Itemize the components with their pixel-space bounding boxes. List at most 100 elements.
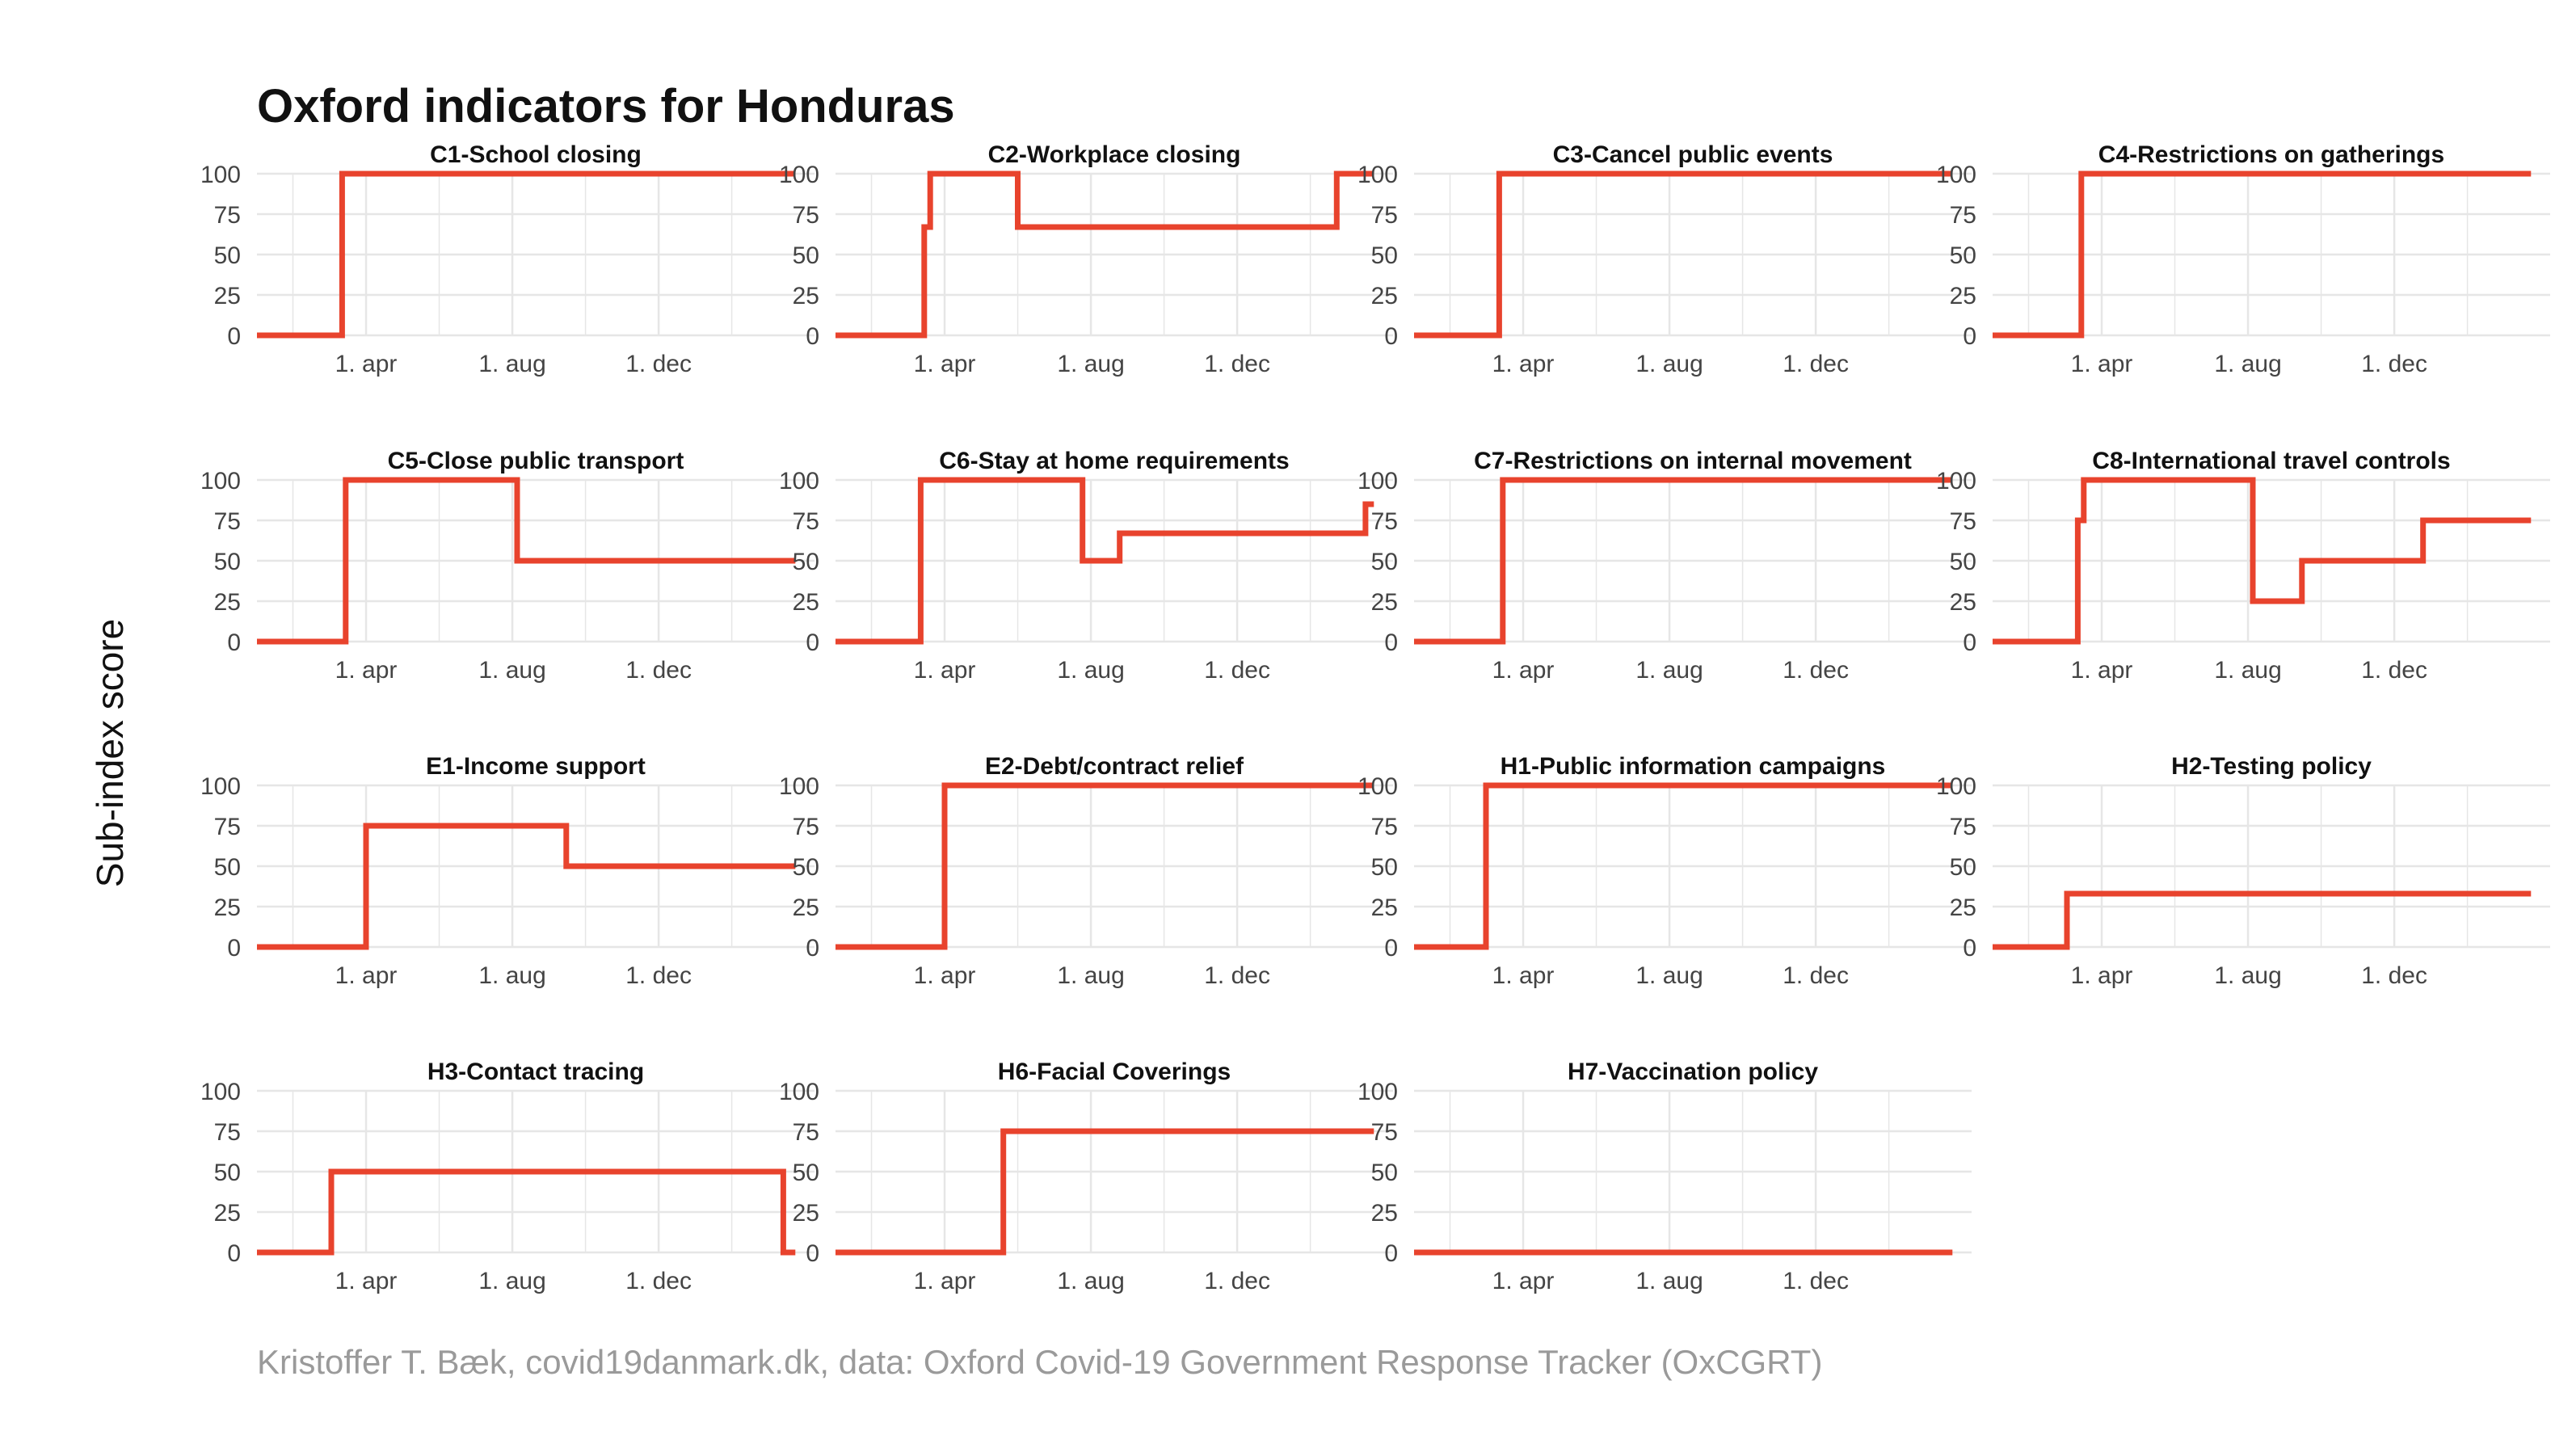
y-tick-label: 100 bbox=[1357, 162, 1398, 188]
series-line bbox=[257, 823, 796, 950]
x-tick-label: 1. aug bbox=[1635, 1268, 1703, 1294]
x-tick-label: 1. aug bbox=[1057, 657, 1124, 684]
x-tick-label: 1. aug bbox=[478, 351, 545, 377]
y-tick-label: 25 bbox=[1371, 894, 1398, 921]
y-tick-label: 75 bbox=[214, 814, 241, 840]
facet-panel: 0 25 50 75 100 1. apr 1. aug 1. dec E2-Debt/cont… bbox=[779, 753, 1393, 989]
facet-title: C7-Restrictions on internal movement bbox=[1474, 448, 1912, 474]
y-tick-label: 0 bbox=[806, 1240, 819, 1267]
y-tick-label: 100 bbox=[779, 773, 819, 800]
x-tick-label: 1. dec bbox=[1204, 657, 1270, 684]
x-tick-label: 1. apr bbox=[1492, 962, 1555, 989]
facet-title: C5-Close public transport bbox=[388, 448, 684, 474]
y-tick-label: 0 bbox=[1384, 629, 1398, 656]
x-tick-label: 1. dec bbox=[625, 657, 692, 684]
x-tick-label: 1. aug bbox=[478, 657, 545, 684]
facet-panel: 0 25 50 75 100 1. apr 1. aug 1. dec H2-Testing p… bbox=[1936, 753, 2550, 989]
y-tick-label: 50 bbox=[1371, 242, 1398, 269]
x-tick-label: 1. dec bbox=[625, 351, 692, 377]
y-tick-label: 50 bbox=[1950, 549, 1976, 575]
y-tick-label: 25 bbox=[1371, 283, 1398, 309]
x-tick-label: 1. apr bbox=[2071, 351, 2133, 377]
series-line bbox=[836, 782, 1374, 950]
facet-panel: 0 25 50 75 100 1. apr 1. aug 1. dec E1-Income su… bbox=[200, 753, 814, 989]
facet-title: H6-Facial Coverings bbox=[998, 1059, 1231, 1085]
facet-title: C1-School closing bbox=[430, 141, 642, 168]
series-line bbox=[1414, 477, 1953, 645]
series-line bbox=[257, 477, 796, 645]
facet-title: H2-Testing policy bbox=[2171, 753, 2372, 780]
y-tick-label: 0 bbox=[227, 323, 241, 350]
x-tick-label: 1. aug bbox=[2214, 657, 2281, 684]
series-line bbox=[1993, 477, 2532, 645]
y-tick-label: 75 bbox=[1371, 814, 1398, 840]
x-tick-label: 1. apr bbox=[2071, 657, 2133, 684]
y-tick-label: 75 bbox=[793, 814, 819, 840]
y-tick-label: 75 bbox=[793, 508, 819, 535]
x-tick-label: 1. dec bbox=[625, 962, 692, 989]
y-tick-label: 75 bbox=[214, 1119, 241, 1146]
series-line bbox=[836, 1128, 1374, 1256]
x-tick-label: 1. aug bbox=[478, 1268, 545, 1294]
x-tick-label: 1. apr bbox=[914, 657, 976, 684]
y-tick-label: 0 bbox=[227, 1240, 241, 1267]
y-tick-label: 25 bbox=[214, 894, 241, 921]
x-tick-label: 1. apr bbox=[1492, 351, 1555, 377]
facet-title: E2-Debt/contract relief bbox=[985, 753, 1244, 780]
facet-panel: 0 25 50 75 100 1. apr 1. aug 1. dec C5-Close pub… bbox=[200, 448, 814, 684]
x-tick-label: 1. aug bbox=[1635, 657, 1703, 684]
y-tick-label: 100 bbox=[200, 468, 241, 495]
x-tick-label: 1. aug bbox=[1057, 351, 1124, 377]
facet-panel: 0 25 50 75 100 1. apr 1. aug 1. dec C3-Cancel pu… bbox=[1357, 141, 1972, 377]
y-tick-label: 25 bbox=[793, 283, 819, 309]
y-tick-label: 50 bbox=[793, 854, 819, 881]
y-tick-label: 75 bbox=[1371, 508, 1398, 535]
series-line bbox=[836, 477, 1374, 645]
facet-title: H7-Vaccination policy bbox=[1568, 1059, 1818, 1085]
series-line bbox=[1414, 782, 1953, 950]
facet-panel: 0 25 50 75 100 1. apr 1. aug 1. dec H3-Contact t… bbox=[200, 1059, 814, 1294]
y-tick-label: 0 bbox=[806, 323, 819, 350]
x-tick-label: 1. aug bbox=[1635, 351, 1703, 377]
y-tick-label: 0 bbox=[1384, 323, 1398, 350]
y-tick-label: 0 bbox=[227, 935, 241, 962]
y-tick-label: 100 bbox=[779, 1079, 819, 1105]
x-tick-label: 1. apr bbox=[2071, 962, 2133, 989]
y-tick-label: 50 bbox=[1371, 854, 1398, 881]
y-tick-label: 0 bbox=[806, 629, 819, 656]
facet-title: C3-Cancel public events bbox=[1553, 141, 1833, 168]
y-tick-label: 50 bbox=[214, 854, 241, 881]
x-tick-label: 1. apr bbox=[335, 1268, 398, 1294]
x-tick-label: 1. aug bbox=[1635, 962, 1703, 989]
y-tick-label: 25 bbox=[1371, 1200, 1398, 1227]
facet-title: C4-Restrictions on gatherings bbox=[2098, 141, 2444, 168]
y-tick-label: 75 bbox=[1371, 1119, 1398, 1146]
y-tick-label: 100 bbox=[1357, 1079, 1398, 1105]
y-tick-label: 50 bbox=[1371, 1160, 1398, 1186]
x-tick-label: 1. aug bbox=[2214, 962, 2281, 989]
x-tick-label: 1. dec bbox=[1204, 351, 1270, 377]
y-tick-label: 25 bbox=[1371, 589, 1398, 616]
facet-panel: 0 25 50 75 100 1. apr 1. aug 1. dec C8-Internati… bbox=[1936, 448, 2550, 684]
y-tick-label: 100 bbox=[1357, 773, 1398, 800]
x-tick-label: 1. aug bbox=[1057, 962, 1124, 989]
y-tick-label: 0 bbox=[806, 935, 819, 962]
facet-title: C8-International travel controls bbox=[2092, 448, 2450, 474]
series-line bbox=[1993, 890, 2532, 950]
x-tick-label: 1. apr bbox=[335, 351, 398, 377]
x-tick-label: 1. dec bbox=[2361, 351, 2427, 377]
y-tick-label: 100 bbox=[200, 773, 241, 800]
y-tick-label: 25 bbox=[214, 283, 241, 309]
y-tick-label: 100 bbox=[200, 162, 241, 188]
x-tick-label: 1. apr bbox=[1492, 657, 1555, 684]
y-tick-label: 100 bbox=[779, 162, 819, 188]
y-tick-label: 75 bbox=[793, 202, 819, 229]
y-tick-label: 100 bbox=[200, 1079, 241, 1105]
facet-title: H3-Contact tracing bbox=[427, 1059, 644, 1085]
y-tick-label: 0 bbox=[1384, 935, 1398, 962]
y-tick-label: 25 bbox=[793, 589, 819, 616]
y-tick-label: 100 bbox=[1936, 468, 1976, 495]
y-tick-label: 75 bbox=[1950, 814, 1976, 840]
x-tick-label: 1. aug bbox=[2214, 351, 2281, 377]
